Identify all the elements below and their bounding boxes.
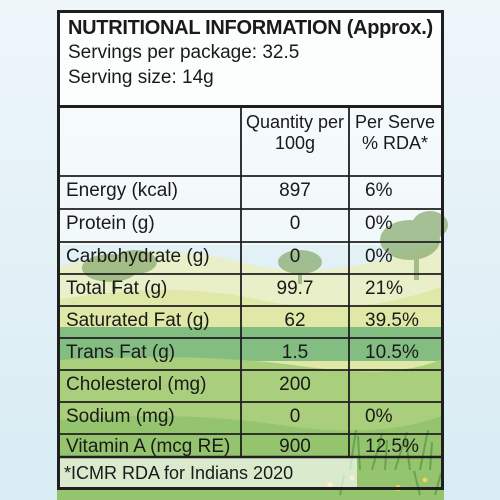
row-nutrient: Sodium (mg) (66, 406, 175, 427)
row-per100g: 62 (284, 310, 306, 331)
row-nutrient: Energy (kcal) (66, 180, 178, 201)
row-rda: 39.5% (365, 310, 419, 331)
row-rda: 10.5% (365, 342, 419, 363)
col-head-rda-line2: % RDA* (361, 133, 428, 153)
row-nutrient: Total Fat (g) (66, 278, 168, 299)
row-per100g: 900 (279, 436, 311, 457)
row-per100g: 1.5 (281, 342, 309, 363)
row-rda: 6% (365, 180, 393, 201)
grass (339, 429, 442, 496)
trees (82, 211, 448, 292)
row-rda: 0% (365, 213, 393, 234)
row-per100g: 0 (289, 246, 301, 267)
header-white (57, 10, 444, 105)
row-rda: 12.5% (365, 436, 419, 457)
col-head-rda: Per Serve % RDA* (349, 112, 441, 154)
serving-size: Serving size: 14g (68, 67, 214, 88)
row-nutrient: Trans Fat (g) (66, 342, 176, 363)
row-per100g: 99.7 (276, 278, 314, 299)
green-band (57, 327, 444, 361)
row-nutrient: Cholesterol (mg) (66, 374, 207, 395)
footer-white (57, 458, 357, 488)
nutrition-panel: NUTRITIONAL INFORMATION (Approx.) Servin… (57, 10, 444, 490)
servings-per-package: Servings per package: 32.5 (68, 42, 300, 63)
col-head-quantity-line2: 100g (274, 133, 316, 153)
col-head-quantity: Quantity per 100g (241, 112, 349, 154)
row-nutrient: Protein (g) (66, 213, 155, 234)
row-per100g: 0 (289, 406, 301, 427)
row-rda: 0% (365, 246, 393, 267)
row-per100g: 200 (279, 374, 311, 395)
row-per100g: 0 (289, 213, 301, 234)
row-rda: 0% (365, 406, 393, 427)
row-rda: 21% (365, 278, 404, 299)
col-head-rda-line1: Per Serve (354, 112, 436, 132)
row-nutrient: Saturated Fat (g) (66, 310, 210, 331)
row-per100g: 897 (279, 180, 311, 201)
row-nutrient: Carbohydrate (g) (66, 246, 210, 267)
rda-footnote: *ICMR RDA for Indians 2020 (64, 463, 294, 483)
white-haze (57, 105, 444, 245)
label-header: NUTRITIONAL INFORMATION (Approx.) Servin… (60, 13, 441, 108)
col-head-quantity-line1: Quantity per (245, 112, 345, 132)
label-title: NUTRITIONAL INFORMATION (Approx.) (68, 17, 433, 39)
row-nutrient: Vitamin A (mcg RE) (66, 436, 231, 457)
